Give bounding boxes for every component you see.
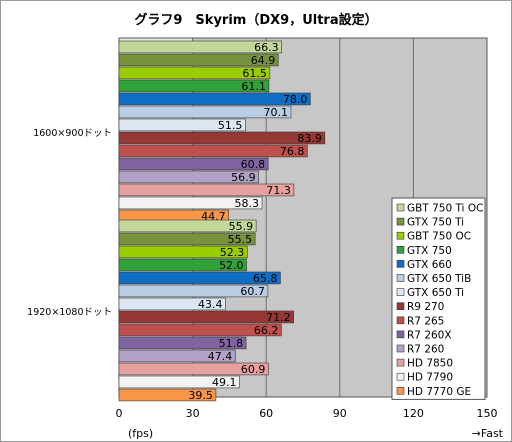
data-label: 51.8 — [219, 337, 244, 350]
bar — [118, 297, 226, 311]
data-label: 71.2 — [266, 311, 291, 324]
bar — [118, 40, 282, 54]
data-label: 56.9 — [231, 171, 256, 184]
bar — [118, 219, 257, 233]
bar — [118, 323, 282, 337]
legend-swatch — [396, 344, 405, 353]
data-label: 52.0 — [219, 259, 244, 272]
data-label: 66.3 — [254, 41, 279, 54]
data-label: 65.8 — [253, 272, 278, 285]
bar — [118, 183, 295, 197]
data-label: 60.9 — [241, 363, 266, 376]
legend-label: GBT 750 Ti OC — [407, 203, 483, 215]
legend-swatch — [396, 288, 405, 296]
chart-title: グラフ9 Skyrim（DX9，Ultra設定） — [134, 13, 378, 28]
legend-swatch — [396, 358, 405, 367]
bar — [118, 144, 308, 158]
bar — [118, 196, 263, 210]
bar — [118, 53, 279, 67]
bar — [118, 118, 246, 132]
x-axis-label: (fps) — [128, 427, 153, 440]
data-label: 52.3 — [220, 246, 245, 259]
legend-label: GTX 660 — [407, 259, 452, 271]
data-label: 51.5 — [218, 119, 243, 132]
data-label: 78.0 — [283, 93, 308, 106]
bar — [118, 131, 326, 145]
x-tick-label: 90 — [333, 407, 347, 420]
data-label: 61.5 — [242, 67, 267, 80]
bar — [118, 245, 248, 259]
legend-label: GTX 750 — [407, 245, 452, 257]
legend-swatch — [396, 372, 405, 381]
bar — [118, 336, 247, 350]
data-label: 55.5 — [228, 233, 253, 246]
data-label: 83.9 — [297, 132, 322, 145]
bar — [118, 170, 259, 184]
bar — [118, 79, 270, 93]
bar — [118, 362, 269, 376]
legend-swatch — [396, 274, 405, 282]
data-label: 64.9 — [251, 54, 276, 67]
data-label: 39.5 — [188, 389, 213, 402]
bar — [118, 92, 311, 106]
x-tick-label: 60 — [259, 407, 273, 420]
legend-label: GTX 750 Ti — [407, 217, 464, 229]
bar — [118, 375, 240, 389]
legend-label: HD 7850 — [407, 358, 453, 370]
data-label: 60.8 — [241, 158, 266, 171]
legend-swatch — [396, 217, 405, 226]
data-label: 61.1 — [241, 80, 266, 93]
legend-label: R7 265 — [407, 315, 444, 327]
data-label: 43.4 — [198, 298, 223, 311]
legend-label: R9 270 — [407, 301, 444, 313]
data-label: 60.7 — [240, 285, 265, 298]
legend-swatch — [396, 386, 405, 395]
bar — [118, 271, 281, 285]
bar — [118, 232, 256, 246]
group-label: 1600×900ドット — [33, 128, 112, 139]
data-label: 49.1 — [212, 376, 237, 389]
bar — [118, 349, 236, 363]
legend-label: GTX 650 TiB — [407, 273, 471, 285]
data-label: 58.3 — [235, 197, 260, 210]
data-label: 55.9 — [229, 220, 254, 233]
legend-label: R7 260 — [407, 344, 444, 356]
legend-box — [391, 197, 486, 400]
legend-label: GTX 650 Ti — [407, 287, 464, 299]
legend-swatch — [396, 246, 405, 254]
bar — [118, 284, 269, 298]
legend-swatch — [396, 203, 405, 212]
data-label: 44.7 — [201, 210, 226, 223]
data-label: 71.3 — [266, 184, 291, 197]
legend-swatch — [396, 330, 405, 339]
bar — [118, 105, 292, 119]
x-tick-label: 30 — [186, 407, 200, 420]
legend-label: HD 7770 GE — [407, 386, 471, 398]
group-label: 1920×1080ドット — [27, 307, 112, 318]
legend-swatch — [396, 302, 405, 311]
legend-label: R7 260X — [407, 329, 452, 341]
legend-label: HD 7790 — [407, 372, 453, 384]
bar — [118, 258, 247, 272]
legend-label: GBT 750 OC — [407, 231, 471, 243]
x-tick-label: 0 — [116, 407, 123, 420]
bar — [118, 388, 217, 402]
legend-swatch — [396, 316, 405, 325]
bar — [118, 310, 294, 324]
data-label: 76.8 — [280, 145, 305, 158]
bar — [118, 157, 269, 171]
data-label: 66.2 — [254, 324, 279, 337]
data-label: 70.1 — [263, 106, 288, 119]
legend-swatch — [396, 260, 405, 268]
legend-swatch — [396, 231, 405, 240]
x-tick-label: 120 — [403, 407, 424, 420]
bar — [118, 66, 271, 80]
x-tick-label: 150 — [477, 407, 498, 420]
data-label: 47.4 — [208, 350, 233, 363]
x-axis-end-label: →Fast — [472, 427, 504, 440]
